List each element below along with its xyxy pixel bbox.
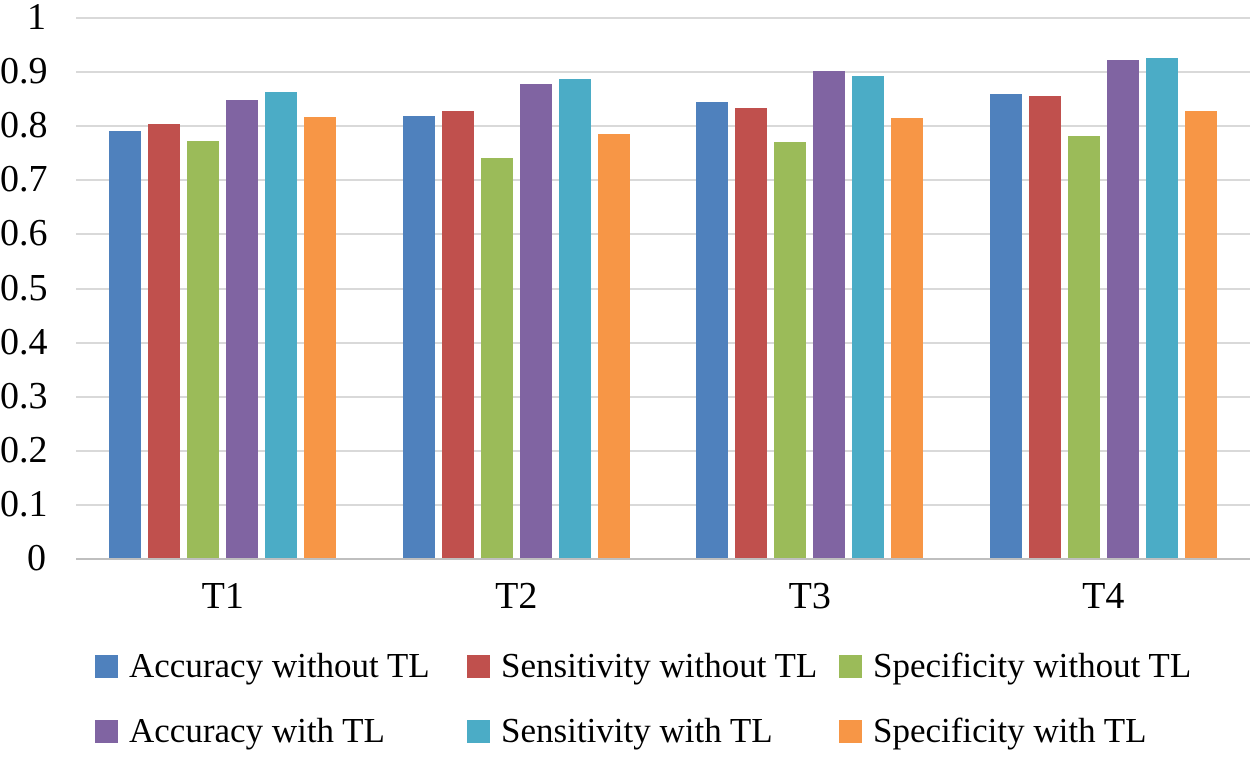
y-tick-label: 0.8 [0,104,48,147]
legend-label: Specificity with TL [873,711,1147,750]
bar-specificity-with-tl-t2 [597,134,630,558]
legend-swatch-icon [839,654,862,678]
x-tick-label-t3: T3 [788,575,831,617]
y-tick-label: 0.7 [0,158,48,201]
bar-accuracy-without-tl-t4 [989,93,1022,558]
gridline [76,125,1250,128]
bar-sensitivity-with-tl-t2 [558,78,591,558]
x-tick-label-t4: T4 [1082,575,1125,617]
y-tick-label: 0.1 [0,482,48,525]
bar-sensitivity-with-tl-t3 [852,75,885,558]
bar-group-t2 [370,17,664,558]
legend-item-accuracy-with-tl: Accuracy with TL [95,710,467,752]
legend-swatch-icon [95,719,118,743]
x-axis-line [76,558,1250,560]
legend-swatch-icon [467,719,490,743]
bar-accuracy-with-tl-t4 [1106,60,1139,558]
bar-specificity-without-tl-t4 [1067,136,1100,558]
bar-sensitivity-without-tl-t2 [441,111,474,558]
gridline [76,341,1250,344]
y-tick-label: 0.4 [0,320,48,363]
legend-item-specificity-with-tl: Specificity with TL [839,710,1229,752]
legend-label: Accuracy without TL [129,646,430,685]
bar-sensitivity-without-tl-t1 [148,124,181,558]
gridline [76,233,1250,236]
gridline [76,71,1250,74]
bar-group-t1 [76,17,370,558]
legend-item-sensitivity-without-tl: Sensitivity without TL [467,645,839,687]
gridline [76,449,1250,452]
bar-specificity-without-tl-t1 [187,140,220,558]
bar-specificity-with-tl-t3 [891,117,924,558]
bar-accuracy-with-tl-t1 [226,100,259,558]
y-tick-label: 0.9 [0,50,48,93]
y-tick-label: 1 [27,0,46,38]
gridline [76,17,1250,19]
plot-area [76,17,1250,560]
gridline [76,395,1250,398]
bar-accuracy-with-tl-t2 [519,83,552,558]
bar-groups [76,17,1250,558]
bar-specificity-without-tl-t3 [774,141,807,558]
y-tick-label: 0.6 [0,212,48,255]
bar-accuracy-with-tl-t3 [813,71,846,558]
legend-swatch-icon [467,654,490,678]
bar-sensitivity-without-tl-t4 [1028,96,1061,558]
x-tick-label-t2: T2 [495,575,538,617]
legend-swatch-icon [839,719,862,743]
legend-swatch-icon [95,654,118,678]
bar-accuracy-without-tl-t3 [696,102,729,558]
bar-accuracy-without-tl-t2 [402,116,435,558]
gridline [76,287,1250,290]
legend-item-accuracy-without-tl: Accuracy without TL [95,645,467,687]
bar-specificity-with-tl-t1 [304,117,337,558]
gridline [76,503,1250,506]
bar-sensitivity-with-tl-t1 [265,91,298,558]
legend: Accuracy without TL Sensitivity without T… [95,645,1229,752]
bar-sensitivity-with-tl-t4 [1145,57,1178,558]
y-tick-label: 0.2 [0,428,48,471]
bar-accuracy-without-tl-t1 [109,131,142,558]
legend-label: Sensitivity with TL [501,711,773,750]
y-tick-label: 0.5 [0,266,48,309]
bar-specificity-without-tl-t2 [480,157,513,558]
legend-item-specificity-without-tl: Specificity without TL [839,645,1229,687]
legend-item-sensitivity-with-tl: Sensitivity with TL [467,710,839,752]
legend-label: Sensitivity without TL [501,646,818,685]
bar-specificity-with-tl-t4 [1184,111,1217,558]
y-tick-label: 0 [27,537,46,579]
x-tick-label-t1: T1 [201,575,244,617]
x-axis: T1 T2 T3 T4 [76,576,1250,616]
legend-label: Accuracy with TL [129,711,385,750]
bar-sensitivity-without-tl-t3 [735,107,768,558]
gridline [76,179,1250,182]
bar-group-t4 [957,17,1250,558]
y-tick-label: 0.3 [0,374,48,417]
bar-group-t3 [663,17,957,558]
legend-label: Specificity without TL [873,646,1192,685]
